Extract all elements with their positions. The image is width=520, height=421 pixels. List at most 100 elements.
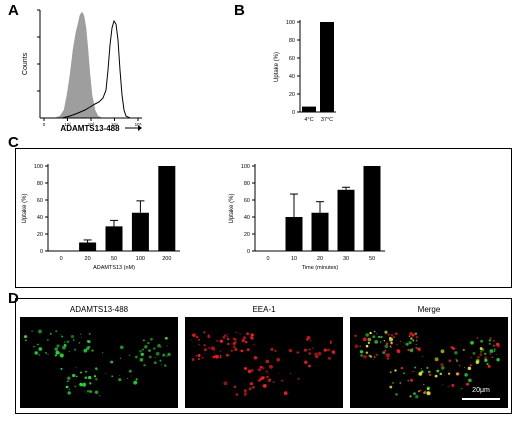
fluorescent-spot (167, 352, 171, 357)
fluorescent-spot (131, 375, 133, 377)
fluorescent-spot (459, 389, 461, 391)
fluorescent-spot (155, 351, 160, 356)
fluorescent-spot (86, 339, 90, 343)
fluorescent-spot (422, 355, 424, 357)
fluorescent-spot (415, 339, 418, 342)
chart-b-xtick-label: 4°C (304, 117, 313, 123)
chart-c-left-xtick-label: 20 (85, 256, 91, 262)
fluorescent-spot (385, 353, 390, 358)
fluorescent-spot (246, 348, 250, 352)
fluorescent-spot (257, 368, 262, 372)
chart-c-left-ytick-label: 80 (37, 181, 43, 187)
fluorescent-spot (439, 372, 443, 376)
fluorescent-spot (479, 353, 483, 356)
fluorescent-spot (306, 338, 309, 341)
fluorescent-spot (212, 355, 216, 359)
fluorescent-spot (409, 378, 414, 382)
panel-letter-d: D (8, 290, 19, 307)
fluorescent-spot (448, 359, 452, 363)
fluorescent-spot (390, 346, 393, 349)
fluorescent-spot (415, 395, 419, 399)
fluorescent-spot (405, 342, 409, 346)
chart-c-right-xtick-label: 50 (369, 256, 375, 262)
fluorescent-spot (153, 361, 157, 365)
fluorescent-spot (267, 372, 269, 374)
fluorescent-spot (251, 336, 255, 340)
fluorescent-spot (49, 332, 52, 335)
fluorescent-spot (383, 339, 386, 342)
fluorescent-spot (62, 345, 66, 350)
fluorescent-spot (235, 341, 237, 343)
fluorescent-spot (407, 348, 410, 352)
histogram-ylabel: Counts (22, 52, 29, 75)
fluorescent-spot (360, 354, 363, 357)
fluorescent-spot (389, 345, 392, 347)
fluorescent-spot (278, 372, 280, 374)
chart-c-right-bar (337, 189, 355, 251)
fluorescent-spot (382, 351, 386, 354)
fluorescent-spot (95, 367, 98, 370)
fluorescent-spot (403, 372, 405, 375)
fluorescent-spot (331, 350, 336, 354)
fluorescent-spot (407, 380, 409, 382)
fluorescent-spot (150, 337, 153, 341)
fluorescent-spot (479, 347, 483, 351)
fluorescent-spot (480, 351, 482, 353)
fluorescent-spot (374, 330, 376, 333)
fluorescent-spot (480, 339, 483, 343)
fluorescent-spot (380, 341, 382, 343)
fluorescent-spot (329, 340, 333, 343)
fluorescent-spot (248, 387, 252, 391)
fluorescent-spot (160, 346, 162, 348)
fluorescent-spot (239, 333, 241, 335)
fluorescent-spot (399, 340, 402, 342)
fluorescent-spot (250, 333, 254, 337)
fluorescent-spot (312, 347, 314, 349)
panel-letter-b: B (234, 2, 245, 19)
chart-c-right-ytick-label: 80 (244, 181, 250, 187)
panel-letter-a: A (8, 2, 19, 19)
fluorescent-spot (166, 345, 168, 347)
fluorescent-spot (426, 387, 430, 391)
chart-c-right-xtick-label: 30 (343, 256, 349, 262)
fluorescent-spot (323, 348, 327, 352)
fluorescent-spot (196, 336, 199, 339)
fluorescent-spot (70, 334, 75, 339)
fluorescent-spot (461, 388, 463, 390)
fluorescent-spot (232, 337, 234, 339)
fluorescent-spot (230, 349, 233, 353)
histogram-open-outline (61, 19, 131, 119)
fluorescent-spot (493, 348, 496, 351)
fluorescent-spot (265, 359, 270, 364)
fluorescent-spot (249, 382, 253, 386)
fluorescent-spot (308, 352, 312, 355)
fluorescent-spot (315, 355, 319, 359)
fluorescent-spot (492, 339, 496, 342)
fluorescent-spot (63, 341, 66, 344)
fluorescent-spot (91, 349, 94, 352)
panel-letter-c: C (8, 134, 19, 151)
fluorescent-spot (246, 332, 249, 336)
fluorescent-spot (208, 347, 211, 349)
fluorescent-spot (79, 371, 83, 374)
fluorescent-spot (75, 375, 78, 378)
fluorescent-spot (409, 395, 412, 398)
fluorescent-spot (162, 353, 166, 357)
chart-c-right-ytick-label: 0 (247, 249, 250, 255)
fluorescent-spot (402, 345, 404, 348)
fluorescent-spot (226, 335, 229, 338)
fluorescent-spot (327, 356, 331, 360)
chart-c-left-xlabel: ADAMTS13 (nM) (93, 265, 135, 271)
fluorescent-spot (418, 390, 420, 393)
fluorescent-spot (441, 384, 443, 386)
fluorescent-spot (83, 390, 85, 392)
fluorescent-spot (421, 368, 423, 370)
fluorescent-spot (245, 341, 248, 344)
fluorescent-spot (417, 347, 421, 351)
fluorescent-spot (373, 356, 376, 358)
fluorescent-spot (317, 351, 322, 356)
histogram-xtick-label: 10² (64, 122, 71, 127)
fluorescent-spot (458, 365, 461, 367)
chart-b-ytick-label: 20 (289, 92, 295, 98)
fluorescent-spot (466, 382, 469, 386)
